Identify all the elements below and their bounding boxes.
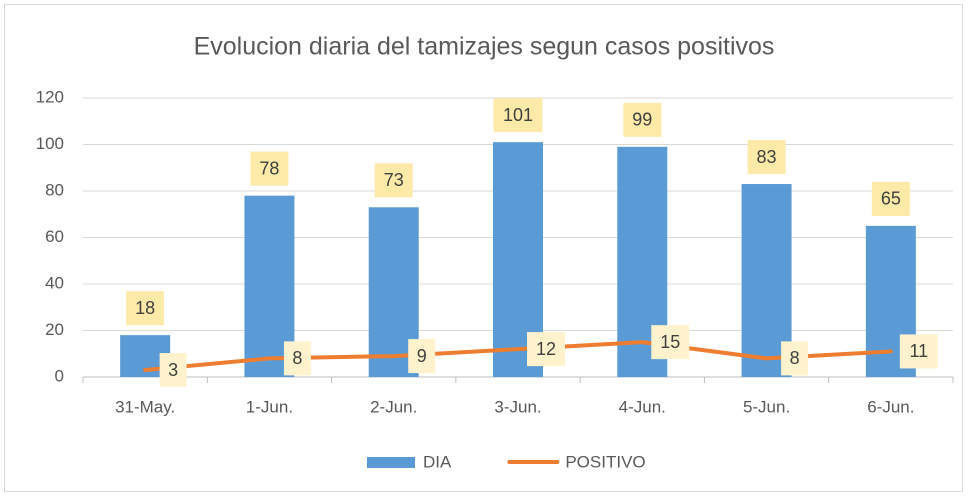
data-label-box (283, 341, 311, 376)
data-label: 8 (790, 348, 800, 368)
legend-label: POSITIVO (565, 452, 645, 471)
legend-swatch (367, 457, 415, 468)
x-tick-label: 5-Jun. (743, 397, 790, 416)
data-label-box (126, 291, 165, 326)
data-label-box (527, 332, 565, 367)
x-tick-label: 6-Jun. (867, 397, 914, 416)
legend-label: DIA (423, 452, 452, 471)
x-tick-label: 4-Jun. (619, 397, 666, 416)
data-label-box (374, 163, 413, 198)
data-label: 11 (910, 341, 929, 361)
y-tick-label: 100 (36, 134, 64, 153)
y-tick-label: 40 (45, 273, 64, 292)
x-tick-label: 2-Jun. (370, 397, 417, 416)
data-label: 101 (503, 105, 533, 125)
line (143, 340, 893, 373)
data-label-box (899, 334, 938, 369)
data-label-box (159, 353, 187, 388)
data-label: 9 (417, 346, 427, 366)
data-label: 15 (660, 332, 680, 352)
x-tick-label: 31-May. (115, 397, 175, 416)
y-tick-label: 80 (45, 180, 64, 199)
data-label: 78 (259, 158, 279, 178)
y-tick-label: 0 (55, 366, 64, 385)
data-label: 65 (881, 189, 901, 209)
data-label-box (408, 339, 436, 374)
data-label-box (493, 98, 543, 133)
data-label: 8 (292, 348, 302, 368)
data-label: 99 (632, 110, 652, 130)
data-label: 3 (168, 360, 178, 380)
x-tick-label: 3-Jun. (494, 397, 541, 416)
data-label-box (781, 341, 809, 376)
x-tick-label: 1-Jun. (246, 397, 293, 416)
chart-title: Evolucion diaria del tamizajes segun cas… (194, 33, 775, 61)
data-label-box (651, 325, 690, 360)
data-label: 12 (536, 339, 556, 359)
data-label: 83 (757, 147, 777, 167)
y-tick-label: 120 (36, 87, 64, 106)
data-label-box (623, 102, 662, 137)
data-label: 18 (135, 298, 155, 318)
data-label-box (250, 151, 289, 186)
data-label-box (871, 181, 910, 216)
y-tick-label: 20 (45, 320, 64, 339)
chart-frame (4, 4, 963, 492)
y-tick-label: 60 (45, 227, 64, 246)
data-label: 73 (384, 170, 404, 190)
data-label-box (747, 140, 786, 175)
